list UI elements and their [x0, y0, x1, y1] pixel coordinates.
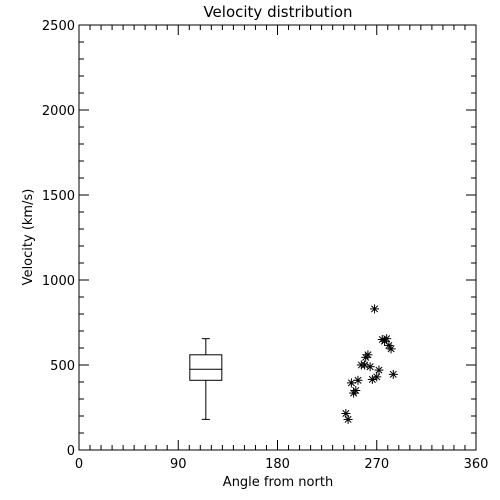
data-point	[388, 369, 398, 379]
data-point	[363, 350, 373, 360]
data-point	[343, 414, 353, 424]
y-tick-label: 0	[67, 444, 75, 459]
plot-frame	[78, 24, 477, 451]
data-point	[386, 344, 396, 354]
y-axis-title: Velocity (km/s)	[21, 189, 36, 286]
data-point	[346, 378, 356, 388]
boxplot	[189, 338, 223, 420]
y-tick-label: 1500	[42, 189, 75, 204]
x-tick-label: 270	[364, 457, 389, 472]
x-tick-label: 360	[464, 457, 489, 472]
y-tick-label: 1000	[42, 274, 75, 289]
data-point	[370, 304, 380, 314]
chart-title: Velocity distribution	[203, 3, 352, 21]
data-point	[372, 372, 382, 382]
x-tick-label: 0	[75, 457, 83, 472]
y-tick-label: 500	[50, 359, 75, 374]
x-axis-title: Angle from north	[223, 475, 333, 490]
data-point	[365, 362, 375, 372]
data-point	[351, 386, 361, 395]
data-point	[382, 334, 392, 344]
data-point	[374, 365, 384, 375]
axis-tick-labels: 0 90 180 270 360 0 500 1000 1500 2000 2500	[42, 19, 489, 472]
axis-ticks	[78, 24, 477, 451]
y-tick-label: 2000	[42, 104, 75, 119]
boxplot-box	[189, 354, 223, 381]
scatter-points	[341, 304, 398, 424]
x-tick-label: 180	[265, 457, 290, 472]
data-point	[353, 375, 363, 385]
x-tick-label: 90	[170, 457, 187, 472]
y-tick-label: 2500	[42, 19, 75, 34]
